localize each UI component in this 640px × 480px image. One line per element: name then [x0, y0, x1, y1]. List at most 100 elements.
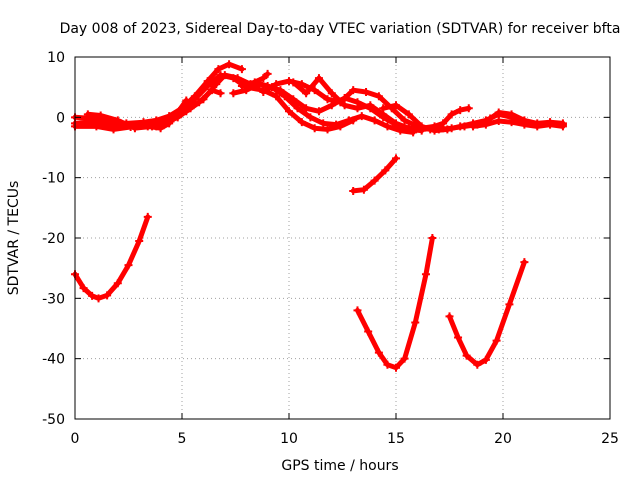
- data-point: [237, 81, 246, 90]
- data-point: [314, 107, 323, 116]
- data-point: [364, 327, 373, 336]
- data-point: [439, 119, 448, 128]
- data-point: [357, 112, 366, 121]
- y-tick-label: -30: [42, 291, 65, 307]
- y-tick-label: 10: [47, 50, 65, 66]
- data-point: [190, 95, 199, 104]
- data-point: [447, 110, 456, 119]
- data-point: [152, 122, 161, 131]
- data-point: [505, 300, 514, 309]
- data-point: [359, 185, 368, 194]
- series-arc-low-3: [447, 259, 527, 368]
- data-point: [374, 92, 383, 101]
- data-point: [481, 120, 490, 129]
- y-tick-label: -20: [42, 231, 65, 247]
- axis-ticks: 0 5 10 15 20 25 -50 -40 -30 -20 -10 0 10: [42, 50, 619, 447]
- data-point: [558, 122, 567, 131]
- data-point: [473, 360, 482, 369]
- data-point: [229, 89, 238, 98]
- data-point: [332, 120, 341, 129]
- data-point: [143, 212, 152, 221]
- data-point: [289, 78, 298, 87]
- data-point: [323, 95, 332, 104]
- data-point: [94, 294, 103, 303]
- data-point: [454, 333, 463, 342]
- data-point: [370, 116, 379, 125]
- data-point: [379, 104, 388, 113]
- data-point: [242, 86, 251, 95]
- data-point: [447, 124, 456, 133]
- data-point: [237, 65, 246, 74]
- data-point: [533, 122, 542, 131]
- data-point: [366, 101, 375, 110]
- data-point: [421, 270, 430, 279]
- y-tick-label: -50: [42, 412, 65, 428]
- data-point: [400, 354, 409, 363]
- data-point: [404, 124, 413, 133]
- series-arc-mid: [350, 155, 399, 194]
- x-tick-label: 5: [178, 431, 187, 447]
- data-point: [383, 122, 392, 131]
- data-point: [507, 118, 516, 127]
- data-point: [113, 116, 122, 125]
- data-point: [323, 125, 332, 134]
- data-point: [293, 104, 302, 113]
- data-point: [79, 284, 88, 293]
- data-point: [302, 104, 311, 113]
- data-point: [285, 107, 293, 116]
- data-point: [494, 108, 503, 117]
- data-point: [520, 120, 529, 129]
- data-point: [546, 120, 555, 129]
- data-point: [362, 87, 371, 96]
- data-point: [229, 74, 238, 83]
- grid: [75, 57, 610, 419]
- data-point: [310, 124, 319, 133]
- data-point: [319, 119, 328, 128]
- y-tick-label: 0: [56, 110, 65, 126]
- data-point: [178, 107, 186, 116]
- data-point: [370, 176, 379, 185]
- data-point: [92, 122, 101, 131]
- data-point: [492, 336, 501, 345]
- data-point: [340, 101, 349, 110]
- data-point: [469, 122, 478, 131]
- data-point: [113, 279, 122, 288]
- data-point: [462, 351, 471, 360]
- data-point: [392, 154, 400, 163]
- data-point: [434, 125, 443, 134]
- x-tick-label: 20: [494, 431, 512, 447]
- data-point: [297, 118, 306, 127]
- data-point: [214, 65, 223, 74]
- data-point: [481, 355, 490, 364]
- chart-title: Day 008 of 2023, Sidereal Day-to-day VTE…: [60, 21, 621, 37]
- data-point: [349, 86, 358, 95]
- data-point: [216, 89, 225, 98]
- data-point: [88, 291, 97, 300]
- data-point: [430, 122, 439, 131]
- data-point: [353, 306, 362, 315]
- x-axis-label: GPS time / hours: [281, 458, 398, 474]
- data-point: [404, 110, 413, 119]
- data-point: [310, 86, 319, 95]
- data-point: [383, 360, 392, 369]
- data-point: [520, 258, 529, 267]
- data-point: [494, 116, 503, 125]
- data-point: [276, 86, 285, 95]
- data-point: [400, 116, 409, 125]
- data-point: [103, 291, 112, 300]
- data-point: [199, 95, 208, 104]
- data-point: [445, 312, 454, 321]
- data-point: [135, 237, 144, 246]
- data-point: [460, 122, 469, 131]
- data-point: [417, 124, 426, 133]
- x-tick-label: 25: [601, 431, 619, 447]
- data-point: [109, 125, 118, 134]
- y-tick-label: -40: [42, 352, 65, 368]
- data-point: [392, 363, 400, 372]
- data-point: [381, 166, 390, 175]
- data-point: [272, 92, 281, 101]
- data-point: [124, 261, 133, 270]
- data-point: [456, 106, 465, 115]
- data-point: [306, 113, 315, 122]
- x-tick-label: 10: [280, 431, 298, 447]
